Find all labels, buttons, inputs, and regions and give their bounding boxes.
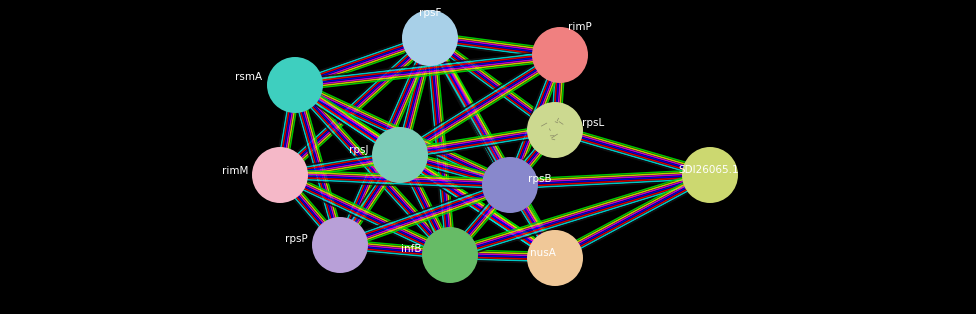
Circle shape: [527, 230, 583, 286]
Text: SDI26065.1: SDI26065.1: [678, 165, 739, 175]
Text: rpsB: rpsB: [528, 174, 551, 184]
Circle shape: [482, 157, 538, 213]
Circle shape: [312, 217, 368, 273]
Circle shape: [532, 27, 588, 83]
Circle shape: [252, 147, 308, 203]
Circle shape: [267, 57, 323, 113]
Circle shape: [372, 127, 428, 183]
Text: rpsJ: rpsJ: [348, 145, 368, 155]
Text: infB: infB: [401, 244, 422, 254]
Circle shape: [402, 10, 458, 66]
Text: rsmA: rsmA: [235, 72, 262, 82]
Circle shape: [422, 227, 478, 283]
Circle shape: [527, 102, 583, 158]
Text: rpsL: rpsL: [582, 118, 604, 128]
Text: rimP: rimP: [568, 22, 591, 32]
Text: nusA: nusA: [530, 248, 556, 258]
Text: rpsP: rpsP: [285, 234, 308, 244]
Circle shape: [682, 147, 738, 203]
Text: rpsF: rpsF: [419, 8, 441, 18]
Text: rimM: rimM: [222, 166, 248, 176]
